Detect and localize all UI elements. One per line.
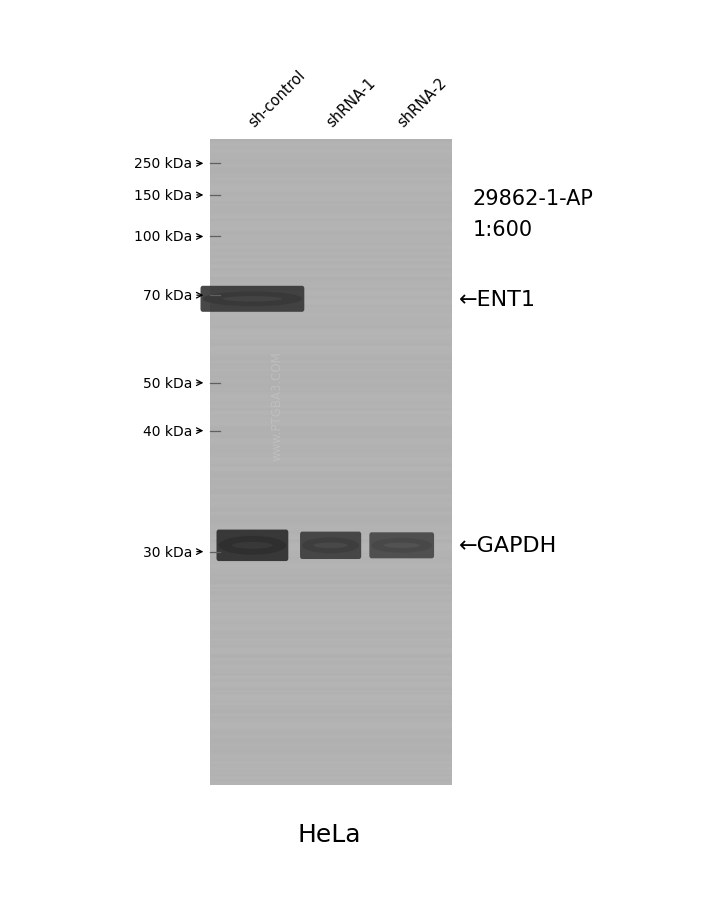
Text: ←ENT1: ←ENT1 [459,290,535,309]
Text: 70 kDa: 70 kDa [143,289,192,303]
Text: www.PTGBA3.COM: www.PTGBA3.COM [271,351,284,461]
Bar [210,140,451,785]
Ellipse shape [314,543,348,548]
Text: shRNA-1: shRNA-1 [324,75,378,130]
Ellipse shape [371,538,432,553]
Text: 100 kDa: 100 kDa [134,230,192,244]
Ellipse shape [223,297,282,302]
Text: sh-control: sh-control [245,68,308,130]
Text: ←GAPDH: ←GAPDH [459,536,557,556]
Text: shRNA-2: shRNA-2 [395,75,449,130]
Text: 250 kDa: 250 kDa [134,157,192,171]
Text: 50 kDa: 50 kDa [143,376,192,391]
FancyBboxPatch shape [300,532,361,559]
FancyBboxPatch shape [216,530,289,561]
Ellipse shape [232,542,273,549]
Text: 1:600: 1:600 [473,220,533,240]
Text: 29862-1-AP: 29862-1-AP [473,189,594,208]
Ellipse shape [302,538,359,554]
Text: HeLa: HeLa [297,823,361,846]
Ellipse shape [383,543,419,548]
Text: 30 kDa: 30 kDa [143,545,192,559]
Text: 40 kDa: 40 kDa [143,424,192,438]
Ellipse shape [203,292,302,307]
Ellipse shape [219,537,286,555]
Text: 150 kDa: 150 kDa [134,189,192,203]
FancyBboxPatch shape [370,533,434,558]
FancyBboxPatch shape [201,287,304,312]
